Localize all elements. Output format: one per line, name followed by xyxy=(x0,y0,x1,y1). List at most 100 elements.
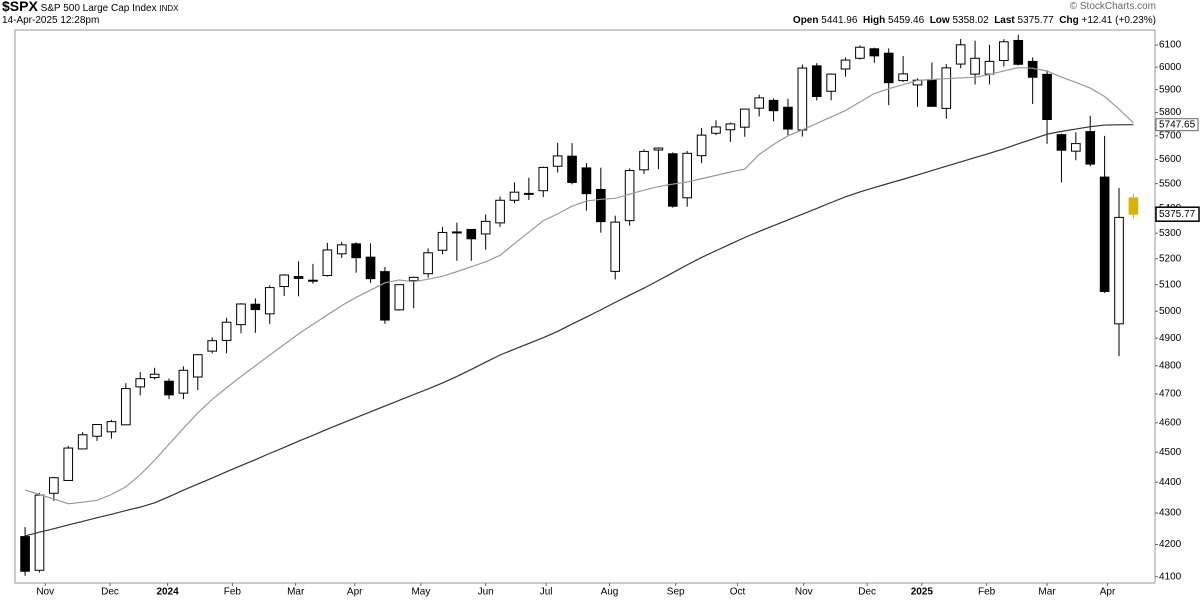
open-value: 5441.96 xyxy=(821,15,858,26)
y-tick-label: 5700 xyxy=(1159,130,1182,141)
candle-body xyxy=(221,321,232,341)
candle-body xyxy=(178,369,189,394)
candle-body xyxy=(322,249,333,277)
y-tick-label: 4800 xyxy=(1159,360,1182,371)
candle-body xyxy=(77,434,88,450)
x-tick-label: Apr xyxy=(347,587,363,598)
y-tick-label: 5200 xyxy=(1159,253,1182,264)
x-tick-label: Sep xyxy=(667,587,685,598)
y-tick-label: 4300 xyxy=(1159,508,1182,519)
candle-body xyxy=(696,134,707,157)
y-tick-label: 5300 xyxy=(1159,228,1182,239)
y-tick-label: 5600 xyxy=(1159,154,1182,165)
candle-body xyxy=(840,59,851,70)
x-tick-label: Aug xyxy=(601,587,619,598)
y-tick-label: 4700 xyxy=(1159,389,1182,400)
exchange: INDX xyxy=(159,4,179,13)
candle-body xyxy=(149,373,160,379)
low-value: 5358.02 xyxy=(952,15,989,26)
candle-body xyxy=(92,424,102,437)
candle-body xyxy=(495,199,505,224)
candle-body xyxy=(380,271,390,321)
candle-body xyxy=(106,421,117,433)
candle-body xyxy=(423,252,433,275)
last-value-label: 5747.65 xyxy=(1159,119,1196,130)
low-label: Low xyxy=(929,15,950,26)
quote-summary: Open 5441.96 High 5459.46 Low 5358.02 La… xyxy=(793,15,1156,27)
candle-body xyxy=(1013,39,1024,65)
x-tick-label: Feb xyxy=(978,587,996,598)
header-left: $SPX S&P 500 Large Cap Index INDX 14-Apr… xyxy=(2,0,179,27)
candle-body xyxy=(725,123,736,131)
candle-body xyxy=(336,244,347,255)
last-label: Last xyxy=(994,15,1015,26)
candle-body xyxy=(596,188,606,223)
y-tick-label: 5500 xyxy=(1159,178,1182,189)
x-tick-label: 2024 xyxy=(156,587,179,598)
y-tick-label: 6000 xyxy=(1159,62,1182,73)
moving-average xyxy=(24,124,1134,537)
candle-body xyxy=(783,106,793,130)
candle-body xyxy=(135,378,146,388)
candle-body xyxy=(567,155,577,183)
last-value-box xyxy=(1155,118,1199,132)
candle-body xyxy=(279,274,289,288)
y-tick-label: 4500 xyxy=(1159,447,1182,458)
candle-body xyxy=(1085,131,1096,165)
candle-body xyxy=(739,108,750,128)
x-tick-label: Mar xyxy=(287,587,305,598)
candle-body xyxy=(250,303,261,311)
y-tick-label: 4200 xyxy=(1159,539,1182,550)
x-tick-label: Oct xyxy=(730,587,746,598)
x-tick-label: Apr xyxy=(1100,587,1116,598)
x-tick-label: Nov xyxy=(36,587,54,598)
y-tick-label: 5900 xyxy=(1159,84,1182,95)
y-tick-label: 4900 xyxy=(1159,333,1182,344)
candle-body xyxy=(984,60,995,75)
x-tick-label: 2025 xyxy=(911,587,934,598)
candle-body xyxy=(711,126,721,134)
last-price-label: 5375.77 xyxy=(1159,209,1196,220)
candle-body xyxy=(941,67,952,109)
y-tick-label: 5800 xyxy=(1159,107,1182,118)
candle-body xyxy=(898,73,908,82)
candle-body xyxy=(754,97,764,109)
chg-value: +12.41 (+0.23%) xyxy=(1081,15,1157,26)
candle-body xyxy=(480,220,491,235)
open-label: Open xyxy=(792,15,819,26)
y-tick-label: 4100 xyxy=(1159,571,1182,582)
candle-body xyxy=(1099,176,1110,293)
candle-body xyxy=(538,166,549,192)
last-price-box xyxy=(1155,206,1200,222)
candle-body xyxy=(869,48,880,57)
candle-body xyxy=(610,221,621,272)
x-tick-label: Nov xyxy=(795,587,813,598)
candle-body xyxy=(999,41,1009,62)
x-tick-label: Jun xyxy=(478,587,494,598)
candle-body xyxy=(653,147,664,151)
candle-body xyxy=(797,67,808,131)
timestamp: 14-Apr-2025 12:28pm xyxy=(2,15,100,26)
candle-body xyxy=(509,191,520,201)
candle-body xyxy=(955,44,966,65)
x-tick-label: May xyxy=(411,587,430,598)
candle-body xyxy=(365,256,376,280)
candle-body xyxy=(452,231,462,234)
candle-body xyxy=(466,228,477,240)
candle-body xyxy=(552,155,563,167)
x-tick-label: Feb xyxy=(224,587,242,598)
candle-body xyxy=(121,388,131,426)
candle-body xyxy=(883,52,894,84)
y-tick-label: 4600 xyxy=(1159,417,1182,428)
candle-body xyxy=(667,153,678,207)
candle-body xyxy=(768,99,779,112)
candle-body xyxy=(639,150,649,171)
y-tick-label: 5100 xyxy=(1159,279,1182,290)
x-tick-label: Mar xyxy=(1038,587,1056,598)
candle-body xyxy=(207,340,218,352)
symbol: $SPX xyxy=(2,0,38,14)
candle-body xyxy=(682,152,693,199)
candle-body xyxy=(351,243,361,259)
